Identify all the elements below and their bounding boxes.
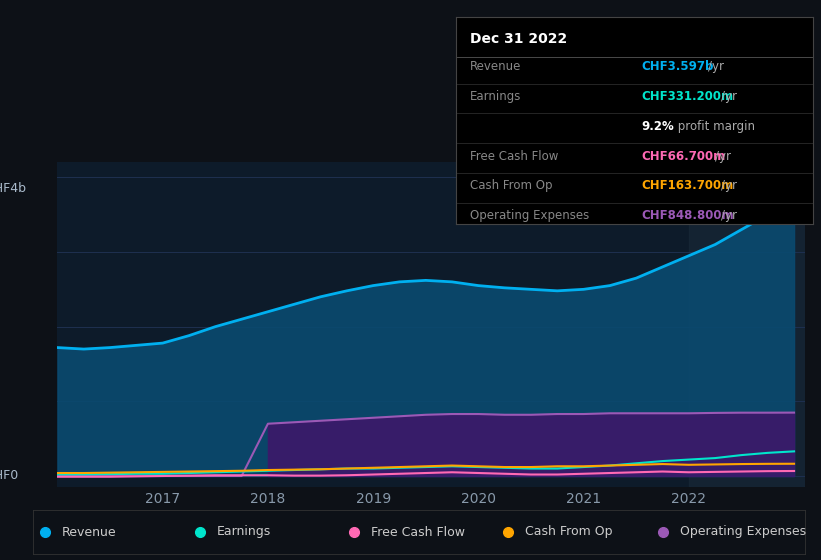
Text: Revenue: Revenue xyxy=(62,525,117,539)
Text: /yr: /yr xyxy=(722,209,737,222)
Text: CHF0: CHF0 xyxy=(0,469,19,482)
Bar xyxy=(689,162,805,487)
Text: Free Cash Flow: Free Cash Flow xyxy=(470,150,558,162)
Text: Dec 31 2022: Dec 31 2022 xyxy=(470,31,567,45)
Text: Cash From Op: Cash From Op xyxy=(525,525,612,539)
Text: Cash From Op: Cash From Op xyxy=(470,179,553,193)
Text: /yr: /yr xyxy=(722,179,737,193)
Text: Operating Expenses: Operating Expenses xyxy=(680,525,805,539)
Text: CHF848.800m: CHF848.800m xyxy=(641,209,734,222)
Text: Free Cash Flow: Free Cash Flow xyxy=(371,525,465,539)
Text: 9.2%: 9.2% xyxy=(641,120,674,133)
Text: Operating Expenses: Operating Expenses xyxy=(470,209,589,222)
Text: CHF331.200m: CHF331.200m xyxy=(641,90,733,103)
Text: CHF4b: CHF4b xyxy=(0,182,26,195)
Text: /yr: /yr xyxy=(722,90,737,103)
Text: Earnings: Earnings xyxy=(217,525,271,539)
Text: CHF3.597b: CHF3.597b xyxy=(641,60,713,73)
Text: /yr: /yr xyxy=(714,150,731,162)
Text: Revenue: Revenue xyxy=(470,60,521,73)
Text: /yr: /yr xyxy=(708,60,724,73)
Text: CHF163.700m: CHF163.700m xyxy=(641,179,734,193)
Text: CHF66.700m: CHF66.700m xyxy=(641,150,726,162)
Text: profit margin: profit margin xyxy=(674,120,754,133)
Text: Earnings: Earnings xyxy=(470,90,521,103)
